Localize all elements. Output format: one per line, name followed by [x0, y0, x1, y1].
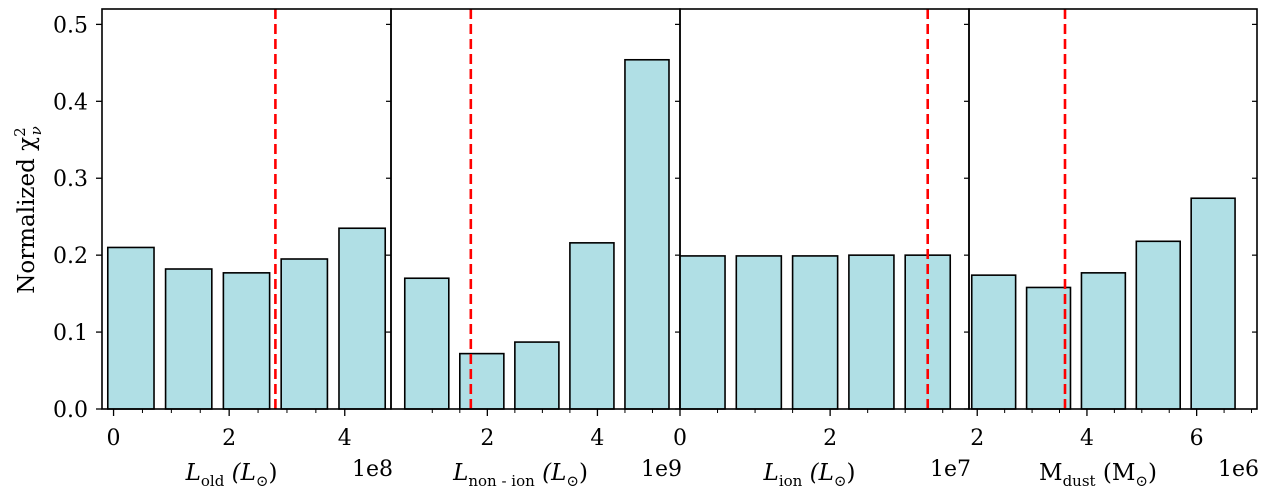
panel-frame: [968, 8, 1258, 410]
x-tick-label: 2: [823, 426, 837, 451]
y-tick-label: 0.1: [53, 321, 88, 346]
x-axis-label: Lion (L⊙): [763, 460, 856, 490]
x-axis-label-subscript: old: [201, 472, 225, 490]
bar: [970, 274, 1017, 410]
y-axis-label-main: Normalized χ: [14, 137, 40, 294]
x-axis-label-base: L: [763, 460, 779, 486]
bar: [106, 246, 155, 410]
x-axis-label-unit-close: ): [268, 460, 277, 486]
x-offset-text: 1e7: [930, 457, 971, 482]
x-axis-label-unit: (L: [535, 460, 567, 486]
x-axis-label-base: L: [452, 460, 468, 486]
bar: [338, 227, 387, 410]
panel-1: 0 2 4 Lold (L⊙) 1e8: [101, 8, 393, 490]
bar: [1190, 197, 1236, 410]
bar: [280, 258, 329, 410]
bar: [1080, 272, 1127, 410]
y-axis-label-subscript: ν: [27, 126, 45, 135]
y-tick-label: 0.4: [53, 90, 88, 115]
x-offset-text: 1e8: [352, 457, 393, 482]
x-axis-label-subscript: dust: [1063, 472, 1096, 490]
x-offset-text: 1e9: [641, 457, 682, 482]
y-axis-label: Normalized χ2ν: [11, 126, 45, 294]
x-axis-label-unit-subscript: ⊙: [1135, 472, 1148, 490]
x-axis-label-subscript: non - ion: [468, 472, 535, 490]
bar: [679, 255, 726, 410]
x-tick-label: 0: [107, 426, 121, 451]
x-axis-label-unit-close: ): [846, 460, 855, 486]
x-axis-label-unit: (L: [224, 460, 256, 486]
y-tick-label: 0.2: [53, 244, 88, 269]
x-axis-label: Mdust (M⊙): [1039, 460, 1157, 490]
y-tick-label: 0.5: [53, 13, 88, 38]
bar: [164, 268, 213, 410]
x-axis-label-base: M: [1039, 460, 1063, 486]
panel-3: 0 2 Lion (L⊙) 1e7: [673, 8, 971, 490]
y-axis-label-superscript: 2: [11, 127, 29, 137]
x-axis-label-subscript: ion: [779, 472, 803, 490]
x-tick-label: 6: [1190, 426, 1204, 451]
x-tick-label: 4: [338, 426, 352, 451]
x-axis-label-unit-close: ): [579, 460, 588, 486]
bar: [1135, 240, 1182, 410]
x-axis-label: Lold (L⊙): [185, 460, 278, 490]
y-axis: 0.0 0.1 0.2 0.3 0.4 0.5: [53, 13, 102, 423]
x-axis-label-unit: (L: [802, 460, 834, 486]
x-tick-label: 2: [970, 426, 984, 451]
x-axis-label-unit-subscript: ⊙: [256, 472, 269, 490]
x-tick-label: 2: [480, 426, 494, 451]
bar: [514, 341, 560, 410]
x-axis-label-unit-subscript: ⊙: [566, 472, 579, 490]
x-tick-label: 4: [590, 426, 604, 451]
x-axis-label-base: L: [185, 460, 201, 486]
bar: [459, 352, 505, 410]
bar: [403, 277, 450, 410]
bar: [222, 272, 271, 410]
x-axis-label-unit-subscript: ⊙: [834, 472, 847, 490]
bar: [848, 254, 895, 410]
x-axis-label-unit-close: ): [1148, 460, 1157, 486]
bar: [624, 58, 670, 410]
y-tick-label: 0.3: [53, 167, 88, 192]
bar: [735, 255, 783, 410]
bar: [791, 255, 839, 410]
x-axis-label: Lnon - ion (L⊙): [452, 460, 588, 490]
x-offset-text: 1e6: [1218, 457, 1259, 482]
panel-4: 2 4 6 Mdust (M⊙) 1e6: [964, 8, 1259, 490]
x-tick-label: 2: [222, 426, 236, 451]
x-tick-label: 0: [673, 426, 687, 451]
y-tick-label: 0.0: [53, 398, 88, 423]
x-axis-label-unit: (M: [1096, 460, 1136, 486]
x-tick-label: 4: [1080, 426, 1094, 451]
bar: [569, 242, 615, 410]
